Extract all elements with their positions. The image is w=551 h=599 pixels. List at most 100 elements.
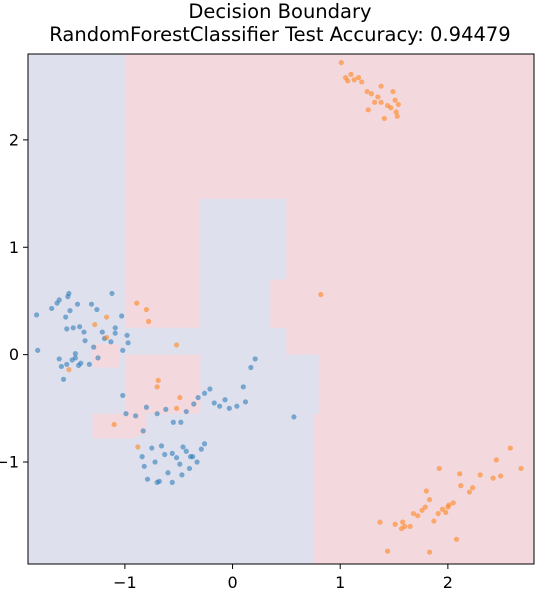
data-point-class-1 [395,101,401,108]
data-point-class-0 [211,400,217,406]
data-point-class-1 [372,99,378,105]
chart-title-line-2: RandomForestClassifier Test Accuracy: 0.… [49,23,510,46]
data-point-class-0 [178,419,184,425]
data-point-class-1 [135,444,141,450]
data-point-class-0 [112,325,118,331]
decision-region-class-0 [124,327,201,355]
data-point-class-1 [66,367,72,373]
data-point-class-0 [109,290,115,297]
data-point-class-1 [458,483,464,489]
data-point-class-0 [123,411,129,417]
data-point-class-1 [143,306,150,313]
data-point-class-0 [183,408,189,415]
data-point-class-1 [173,342,180,348]
data-point-class-0 [169,479,175,485]
data-point-class-0 [64,361,70,367]
data-point-class-0 [88,301,95,307]
data-point-class-0 [183,448,189,454]
data-point-class-1 [177,394,183,401]
data-point-class-0 [240,384,246,390]
data-point-class-1 [377,519,383,525]
data-point-class-1 [439,506,446,512]
y-tick-label: 2 [9,130,19,149]
data-point-class-1 [173,405,180,411]
data-point-class-0 [67,308,73,314]
decision-region-class-0 [28,54,125,564]
data-point-class-0 [58,363,64,370]
decision-region-class-0 [124,413,314,564]
data-point-class-0 [143,404,150,410]
x-tick-label: 0 [227,573,237,592]
data-point-class-1 [400,519,406,525]
y-tick-label: −1 [0,453,19,472]
decision-region-class-1 [92,343,120,368]
data-point-class-0 [70,325,76,331]
data-point-class-0 [242,399,249,405]
data-point-class-0 [99,329,105,335]
data-point-class-0 [217,403,223,409]
data-point-class-1 [103,314,110,320]
data-point-class-0 [94,306,100,313]
data-point-class-1 [507,445,513,451]
data-point-class-0 [169,450,175,457]
data-point-class-1 [422,504,428,510]
data-point-class-0 [154,411,160,417]
data-point-class-0 [173,455,180,461]
data-point-class-0 [163,406,169,412]
data-point-class-0 [158,443,165,449]
data-point-class-0 [120,392,126,399]
data-point-class-0 [226,405,232,411]
data-point-class-0 [177,461,183,467]
data-point-class-0 [191,401,197,407]
data-point-class-1 [318,291,324,298]
data-point-class-0 [112,330,118,336]
data-point-class-1 [338,59,344,66]
data-point-class-0 [74,301,81,307]
data-point-class-0 [63,314,69,320]
data-point-class-0 [139,454,145,460]
data-point-class-1 [365,107,371,113]
data-point-class-0 [91,344,97,350]
data-point-class-0 [165,470,171,476]
data-point-class-0 [152,459,158,465]
data-point-class-1 [381,115,387,122]
data-point-class-0 [66,290,72,297]
decision-region-class-0 [92,54,104,194]
data-point-class-1 [466,489,472,495]
data-point-class-1 [498,473,504,479]
data-point-class-1 [410,510,417,517]
decision-region-class-0 [286,354,319,414]
data-point-class-0 [180,444,186,450]
data-point-class-0 [124,332,130,338]
data-point-class-0 [140,428,146,434]
data-point-class-1 [419,507,425,513]
data-point-class-1 [392,521,398,527]
data-point-class-0 [291,414,297,420]
plot-frame [27,53,535,565]
data-point-class-1 [435,510,441,517]
data-point-class-0 [187,454,194,460]
data-point-class-1 [375,94,381,100]
decision-region-layer [28,54,534,564]
data-point-class-1 [423,488,429,494]
data-point-class-0 [120,347,126,353]
data-point-class-1 [415,513,421,519]
data-point-class-1 [407,523,413,530]
decision-region-class-1 [141,354,201,398]
data-point-class-0 [82,338,88,344]
data-point-class-0 [60,376,67,382]
data-point-class-1 [518,465,524,472]
data-point-class-0 [72,350,78,357]
scatter-points-layer [34,59,524,555]
data-point-class-1 [92,321,98,328]
data-point-class-0 [56,297,62,303]
data-point-class-1 [402,523,408,530]
data-point-class-1 [145,318,152,324]
data-point-class-1 [445,504,451,510]
data-point-class-1 [436,465,442,472]
data-point-class-0 [201,390,208,396]
data-point-class-0 [162,451,168,458]
data-point-class-0 [86,361,92,367]
data-point-class-0 [234,403,240,409]
